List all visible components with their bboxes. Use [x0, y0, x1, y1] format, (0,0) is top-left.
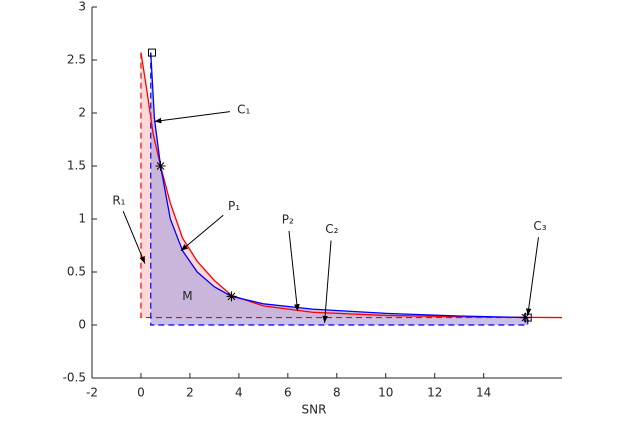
- asterisk-marker: [155, 161, 166, 171]
- y-tick-label: -0.5: [63, 371, 86, 385]
- annotation-label: P₂: [282, 213, 294, 227]
- shaded-area: [150, 52, 528, 325]
- annotation-label: C₂: [325, 222, 338, 236]
- dashed-line: [140, 52, 528, 319]
- y-tick-label: 2.5: [67, 53, 86, 67]
- annotation-arrow: [322, 240, 332, 323]
- y-tick-label: 1.5: [67, 159, 86, 173]
- square-marker: [147, 48, 156, 57]
- x-axis-label: SNR: [302, 403, 327, 417]
- x-tick-label: 6: [284, 386, 292, 400]
- x-tick-label: 8: [333, 386, 341, 400]
- x-tick-label: 12: [427, 386, 442, 400]
- y-tick-label: 2: [78, 106, 86, 120]
- annotation-label: P₁: [228, 199, 240, 213]
- x-tick-label: 4: [235, 386, 243, 400]
- y-tick-label: 3: [78, 0, 86, 14]
- asterisk-marker: [520, 312, 531, 323]
- annotation-arrow: [525, 237, 539, 316]
- annotation-label: R₁: [112, 193, 125, 207]
- y-tick-label: 1: [78, 212, 86, 226]
- annotation-label: C₁: [237, 102, 250, 116]
- annotation-arrow: [288, 230, 300, 312]
- x-tick-label: -2: [86, 386, 98, 400]
- x-tick-label: 14: [476, 386, 491, 400]
- x-tick-label: 0: [137, 386, 145, 400]
- asterisk-marker: [226, 291, 237, 302]
- x-tick-label: 2: [186, 386, 194, 400]
- x-tick-label: 10: [378, 386, 393, 400]
- annotation-label: C₃: [533, 219, 546, 233]
- y-tick-label: 0: [78, 318, 86, 332]
- annotation-arrow: [122, 210, 146, 264]
- annotation-label: M: [182, 289, 192, 303]
- annotation-arrow: [154, 111, 230, 124]
- y-tick-label: 0.5: [67, 265, 86, 279]
- annotation-arrow: [180, 214, 224, 252]
- curve: [140, 52, 563, 319]
